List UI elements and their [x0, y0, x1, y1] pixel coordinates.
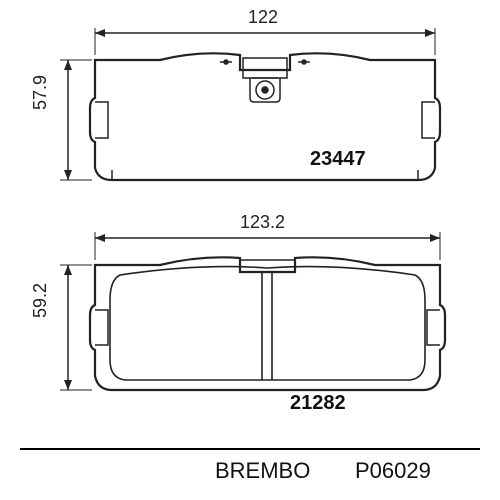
arrowhead [64, 380, 72, 390]
dim-bot-height-label: 59.2 [30, 283, 51, 318]
pad-top-ear-right [422, 102, 435, 138]
arrowhead [64, 60, 72, 70]
pad-top-ear-left [95, 102, 108, 138]
pad-bot-ear-left [95, 310, 108, 345]
pad-bot-partno: 21282 [290, 392, 346, 415]
arrowhead [425, 29, 435, 37]
detail [240, 260, 295, 272]
dim-top-width-label: 122 [248, 7, 278, 28]
arrowhead [64, 265, 72, 275]
pad-bot-ear-right [427, 310, 440, 345]
pad-top-outline [90, 53, 440, 180]
arrowhead [95, 234, 105, 242]
footer-brand: BREMBO [215, 458, 310, 484]
footer-rule [20, 448, 480, 450]
footer-partno: P06029 [355, 458, 431, 484]
pad-bottom-outline [90, 257, 445, 390]
arrowhead [95, 29, 105, 37]
pad-top-clip [220, 58, 310, 102]
pad-bottom-friction [110, 267, 425, 380]
diagram-canvas [0, 0, 500, 500]
arrowhead [430, 234, 440, 242]
dim-top-height-label: 57.9 [30, 75, 51, 110]
dim-bot-width-label: 123.2 [240, 212, 285, 233]
pad-top-partno: 23447 [310, 148, 366, 171]
arrowhead [64, 170, 72, 180]
